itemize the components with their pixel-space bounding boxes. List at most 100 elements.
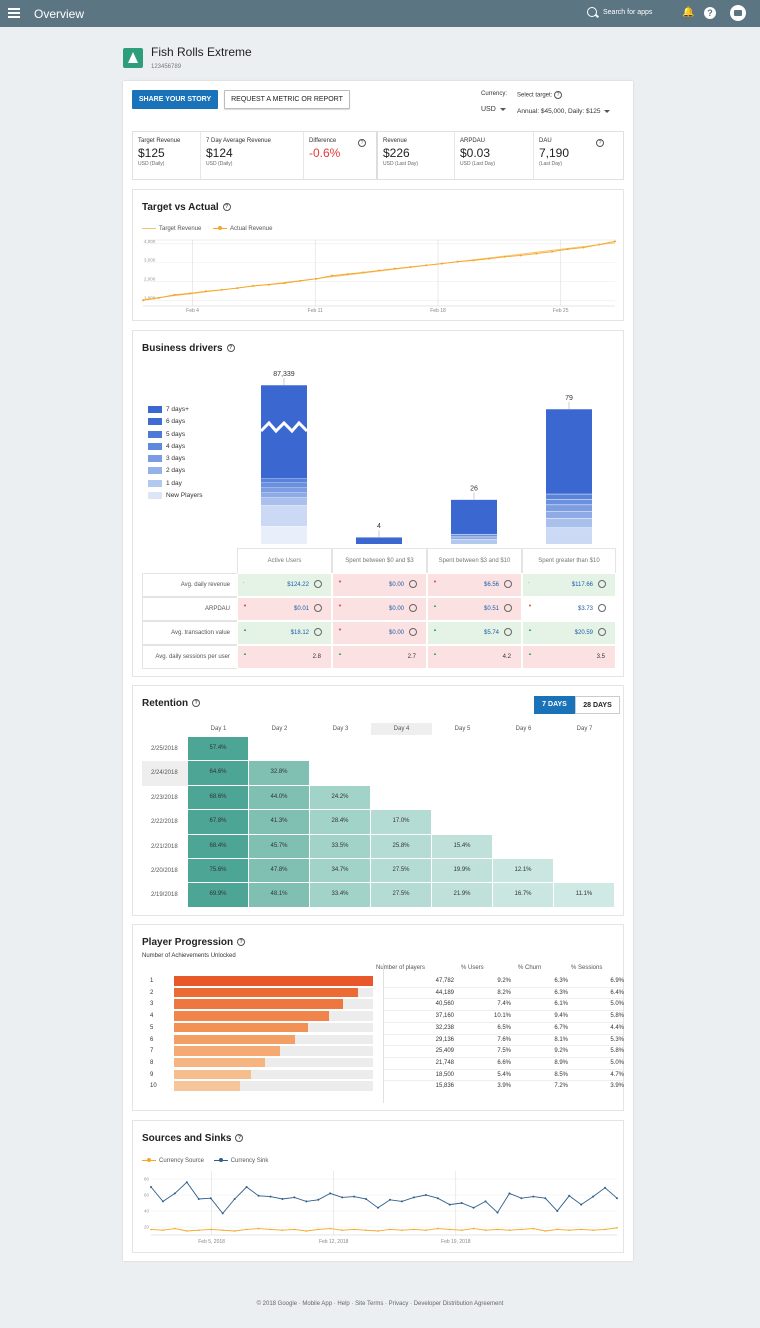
- actual-revenue-point: [425, 264, 428, 267]
- search-icon[interactable]: [409, 628, 417, 636]
- metric-value: $3.73: [577, 606, 593, 612]
- sessions-percent: 5.3%: [610, 1036, 624, 1043]
- help-circle-icon[interactable]: ?: [358, 139, 366, 147]
- currency-source-point: [317, 1228, 320, 1231]
- help-circle-icon[interactable]: ?: [226, 344, 235, 353]
- search-input[interactable]: Search for apps: [603, 9, 653, 16]
- stacked-segment: [261, 478, 307, 482]
- account-avatar[interactable]: [730, 5, 746, 21]
- progress-track: [174, 1081, 373, 1091]
- day-column-header[interactable]: Day 5: [454, 726, 471, 732]
- share-story-button[interactable]: SHARE YOUR STORY: [132, 90, 218, 109]
- actual-revenue-point: [378, 269, 380, 272]
- help-circle-icon[interactable]: ?: [554, 91, 563, 99]
- request-metric-button[interactable]: REQUEST A METRIC OR REPORT: [224, 90, 350, 109]
- retention-28-days-button[interactable]: 28 DAYS: [575, 696, 620, 714]
- day-column-header[interactable]: Day 3: [332, 726, 349, 732]
- metric-value: $0.00: [388, 630, 404, 636]
- kpi-label: Target Revenue: [138, 138, 181, 144]
- bar-value-label: 79: [565, 395, 573, 402]
- metric-value: $124.22: [287, 582, 309, 588]
- currency-source-point: [413, 1228, 415, 1231]
- help-circle-icon[interactable]: ?: [237, 938, 246, 947]
- currency-sink-point: [245, 1186, 248, 1188]
- trend-down-icon: ▼: [338, 579, 342, 584]
- day-column-header[interactable]: Day 4: [371, 723, 432, 735]
- currency-source-point: [401, 1229, 403, 1231]
- search-icon[interactable]: [587, 7, 597, 17]
- kpi-unit: (Last Day): [539, 161, 563, 167]
- row-divider: [383, 1010, 623, 1011]
- currency-source-point: [508, 1229, 511, 1231]
- search-icon[interactable]: [598, 580, 606, 588]
- day-column-header[interactable]: Day 7: [576, 726, 593, 732]
- target-select[interactable]: Annual: $45,000, Daily: $125: [517, 108, 611, 115]
- actual-revenue-point: [236, 287, 239, 290]
- search-icon[interactable]: [504, 628, 512, 636]
- search-icon[interactable]: [504, 580, 512, 588]
- y-tick-label: 2,000: [144, 276, 156, 281]
- menu-icon[interactable]: [8, 8, 20, 18]
- currency-sink-point: [412, 1196, 415, 1199]
- currency-sink-point: [341, 1196, 344, 1199]
- currency-select[interactable]: USD: [481, 106, 506, 113]
- y-tick-label: 4,000: [144, 239, 156, 244]
- help-icon[interactable]: ?: [704, 7, 716, 19]
- day-column-header[interactable]: Day 6: [515, 726, 532, 732]
- currency-source-point: [436, 1227, 439, 1230]
- search-icon[interactable]: [314, 628, 322, 636]
- metric-cell: ▼ $0.00: [332, 597, 427, 621]
- legend-swatch: [142, 1158, 156, 1163]
- legend-swatch: [142, 227, 156, 229]
- footer-dda-link[interactable]: Developer Distribution Agreement: [413, 1301, 504, 1307]
- legend-swatch: [148, 479, 162, 487]
- footer-links: © 2018 Google · Mobile App · Help · Site…: [256, 1301, 504, 1307]
- metric-cell: ▲ $5.74: [427, 621, 522, 645]
- players-value: 37,160: [435, 1013, 454, 1020]
- players-value: 15,836: [435, 1083, 454, 1090]
- search-icon[interactable]: [409, 604, 417, 612]
- search-icon[interactable]: [409, 580, 417, 588]
- card-title-text: Sources and Sinks: [142, 1133, 232, 1144]
- help-circle-icon[interactable]: ?: [235, 1134, 244, 1143]
- footer-terms-link[interactable]: Site Terms: [355, 1301, 384, 1307]
- retention-7-days-button[interactable]: 7 DAYS: [534, 696, 575, 714]
- stacked-segment: [546, 511, 592, 519]
- actual-revenue-point: [142, 299, 144, 302]
- y-tick-label: 80: [144, 1177, 150, 1182]
- kpi-value: $125: [138, 146, 165, 160]
- legend-item: 5 days: [148, 430, 202, 443]
- metric-value: $0.51: [483, 606, 499, 612]
- currency-sink-point: [604, 1186, 607, 1189]
- kpi-unit: USD (Daily): [206, 161, 233, 167]
- footer-help-link[interactable]: Help: [337, 1301, 350, 1307]
- currency-source-point: [365, 1229, 367, 1231]
- trend-flat-icon: -: [528, 579, 530, 584]
- legend-label: 5 days: [166, 430, 186, 438]
- search-icon[interactable]: [598, 604, 606, 612]
- day-column-header[interactable]: Day 2: [271, 726, 288, 732]
- legend-label: 4 days: [166, 442, 186, 450]
- notifications-icon[interactable]: 🔔: [682, 7, 695, 18]
- footer-privacy-link[interactable]: Privacy: [388, 1301, 409, 1307]
- footer-mobile-app-link[interactable]: Mobile App: [302, 1301, 333, 1307]
- actual-revenue-point: [173, 293, 176, 296]
- search-icon[interactable]: [598, 628, 606, 636]
- kpi-label: ARPDAU: [460, 138, 486, 144]
- search-icon[interactable]: [504, 604, 512, 612]
- column-header: Spent greater than $10: [522, 548, 616, 573]
- help-circle-icon[interactable]: ?: [222, 203, 231, 212]
- progress-bar: [174, 987, 359, 998]
- search-icon[interactable]: [314, 604, 322, 612]
- actual-revenue-point: [519, 254, 522, 257]
- help-circle-icon[interactable]: ?: [192, 699, 201, 708]
- day-column-header[interactable]: Day 1: [210, 726, 227, 732]
- kpi-label: Difference: [309, 138, 337, 144]
- card-title: Target vs Actual?: [142, 202, 231, 213]
- players-value: 25,409: [435, 1048, 454, 1055]
- search-icon[interactable]: [314, 580, 322, 588]
- currency-sink-point: [173, 1192, 176, 1195]
- help-circle-icon[interactable]: ?: [596, 139, 604, 147]
- currency-source-point: [484, 1229, 487, 1231]
- legend-label: Currency Sink: [230, 1158, 269, 1164]
